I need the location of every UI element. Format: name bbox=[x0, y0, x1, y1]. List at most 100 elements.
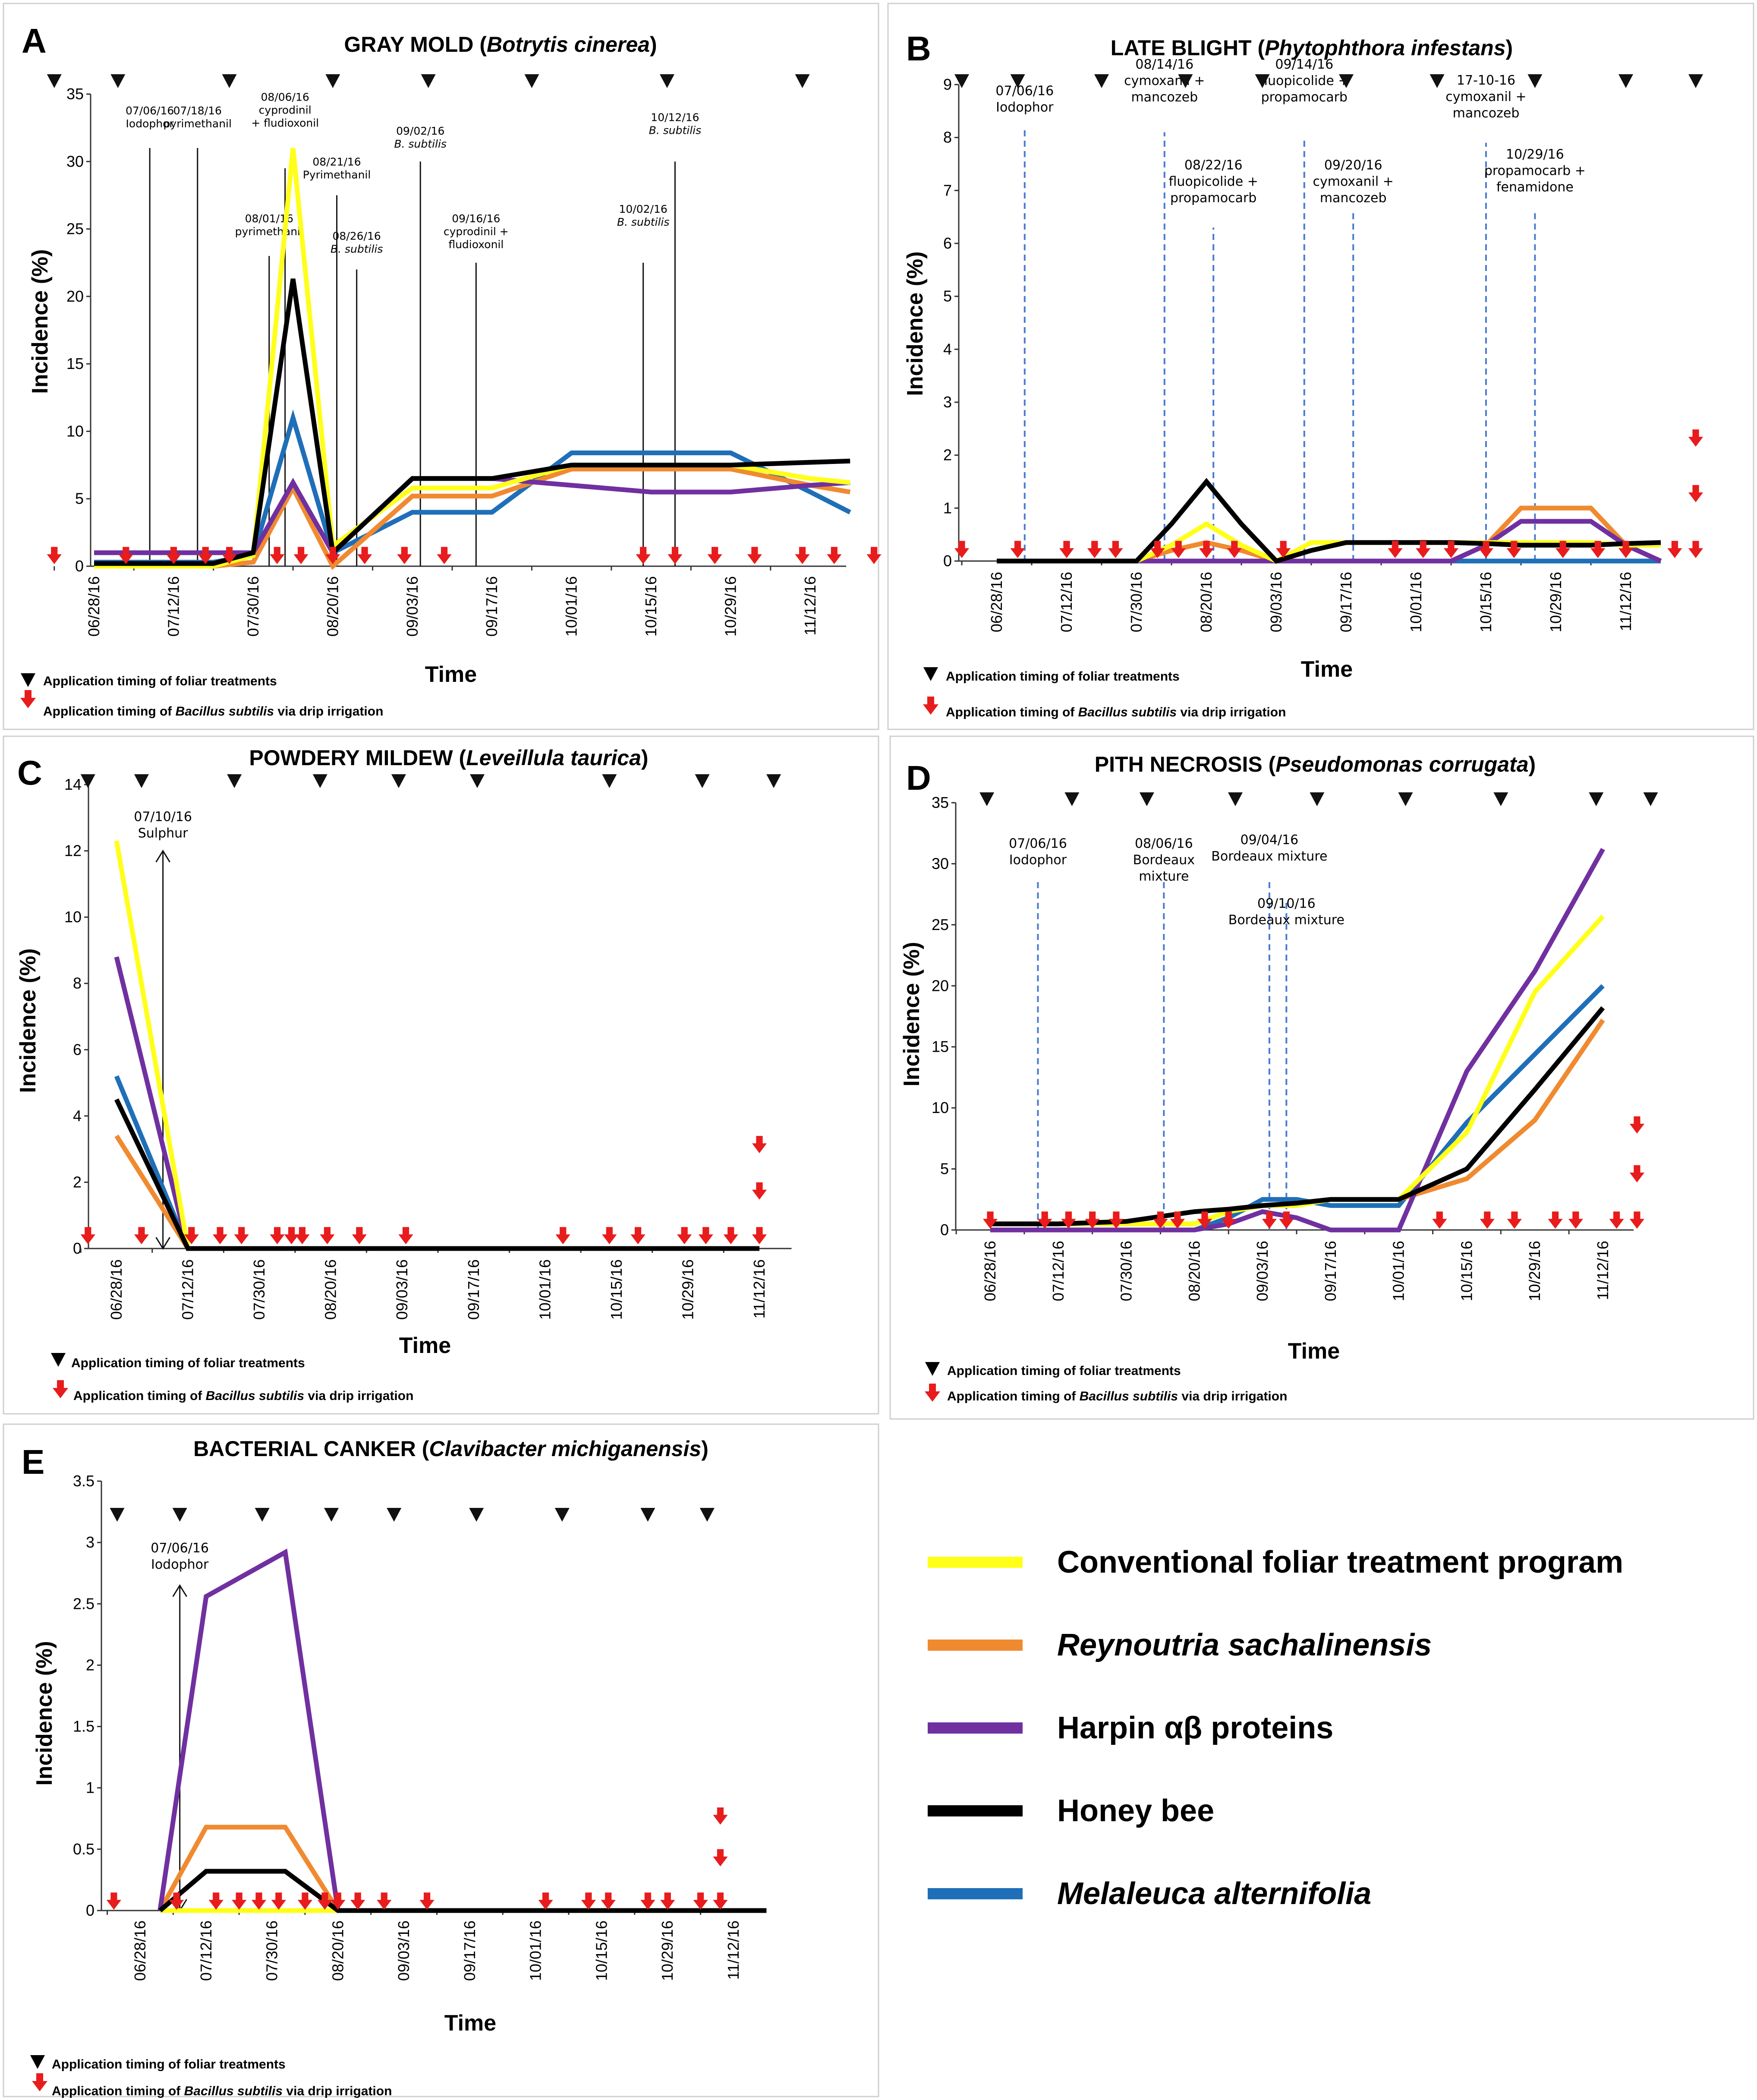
panel-d-foliar-triangle bbox=[1493, 792, 1508, 806]
panel-d-annotation-label: Bordeaux mixture bbox=[1211, 849, 1327, 864]
panel-a-ytick-label: 5 bbox=[75, 490, 84, 508]
panel-a-bs-legend-text: Application timing of Bacillus subtilis … bbox=[43, 704, 383, 719]
panel-b-xtick-label: 07/12/16 bbox=[1058, 572, 1075, 632]
panel-a-xtick-label: 07/30/16 bbox=[244, 576, 262, 637]
panel-a-xtick-label: 10/29/16 bbox=[722, 576, 740, 637]
panel-a-annotation-label: 09/16/16 bbox=[452, 212, 500, 225]
panel-a-foliar-triangle bbox=[421, 74, 436, 88]
panel-c-annotations: 07/10/16 Sulphur bbox=[134, 809, 192, 1250]
panel-d-bs-arrow bbox=[982, 1211, 998, 1229]
panel-a-series-line-honey-bee bbox=[94, 278, 850, 566]
panel-c-xtick-label: 08/20/16 bbox=[322, 1259, 340, 1320]
panel-c-foliar-triangle bbox=[312, 774, 327, 788]
panel-e-bs-arrow bbox=[331, 1892, 346, 1910]
panel-c-bs-arrow bbox=[352, 1227, 367, 1245]
panel-b-bs-arrow bbox=[954, 541, 970, 558]
panel-a-plot: 0 5 10 15 20 25 30 35 06/28/16 07/12/16 07/30/16 08… bbox=[47, 74, 905, 637]
panel-c-bs-legend-arrow bbox=[53, 1380, 68, 1398]
panel-a-foliar-triangle bbox=[325, 74, 340, 88]
panel-d-xtick-label: 07/30/16 bbox=[1118, 1241, 1135, 1301]
panel-c-bs-arrow bbox=[320, 1227, 335, 1245]
panel-b-ytick-label: 4 bbox=[943, 340, 952, 358]
panel-b-xtick-label: 09/03/16 bbox=[1267, 572, 1285, 632]
panel-e-ytick-label: 2.5 bbox=[73, 1595, 94, 1612]
panel-e-foliar-legend-text: Application timing of foliar treatments bbox=[52, 2057, 286, 2072]
panel-c-bs-arrow bbox=[752, 1182, 767, 1200]
panel-e-foliar-triangle bbox=[110, 1508, 125, 1522]
panel-b-annotation-label: propamocarb bbox=[1170, 190, 1256, 205]
panel-d-xtick-label: 06/28/16 bbox=[981, 1241, 999, 1301]
panel-e-bs-arrow bbox=[640, 1892, 655, 1910]
panel-b-foliar-triangle bbox=[1339, 74, 1354, 88]
panel-c-bs-arrow bbox=[555, 1227, 570, 1245]
panel-e-ylabel: Incidence (%) bbox=[32, 1641, 57, 1785]
panel-c-foliar-triangle bbox=[695, 774, 710, 788]
panel-c-foliar-triangle bbox=[134, 774, 149, 788]
panel-e-ytick-label: 0 bbox=[86, 1901, 94, 1919]
panel-e-ytick-label: 3 bbox=[86, 1533, 94, 1551]
panel-a-foliar-triangle bbox=[795, 74, 810, 88]
panel-a-annotation-label: 10/02/16 bbox=[619, 203, 668, 215]
panel-a-annotation-label: B. subtilis bbox=[617, 216, 669, 228]
panel-b-bs-arrow bbox=[1618, 541, 1634, 558]
panel-e-xtick-label: 07/30/16 bbox=[263, 1920, 281, 1981]
panel-a-bs-arrow bbox=[166, 547, 181, 564]
panel-b-xtick-label: 06/28/16 bbox=[988, 572, 1005, 632]
panel-d-foliar-triangle bbox=[1589, 792, 1604, 806]
panel-d-title: PITH NECROSIS (Pseudomonas corrugata) bbox=[1095, 752, 1536, 776]
panel-a-bs-arrow bbox=[270, 547, 285, 564]
panel-d-annotation-label: 07/06/16 bbox=[1009, 836, 1067, 851]
series-legend: Conventional foliar treatment program Rey… bbox=[928, 1545, 1623, 1911]
panel-b-foliar-triangle bbox=[1430, 74, 1445, 88]
panel-c-marker-legend: Application timing of foliar treatments … bbox=[51, 1353, 413, 1403]
panel-c-foliar-triangle bbox=[227, 774, 242, 788]
panel-a-bs-arrow bbox=[397, 547, 412, 564]
panel-b-annotation-label: cymoxanil + bbox=[1445, 89, 1526, 104]
panel-e-xtick-label: 11/12/16 bbox=[724, 1920, 742, 1980]
panel-b-annotation-label: Iodophor bbox=[996, 100, 1054, 115]
panel-a-letter: A bbox=[22, 22, 47, 60]
panel-c-bs-arrow bbox=[212, 1227, 228, 1245]
panel-c-title: POWDERY MILDEW (Leveillula taurica) bbox=[249, 746, 648, 770]
panel-b-ytick-label: 6 bbox=[943, 234, 952, 252]
panel-b-xlabel: Time bbox=[1301, 657, 1353, 682]
panel-e-bs-arrow bbox=[538, 1892, 553, 1910]
panel-d-bs-arrow bbox=[1279, 1211, 1294, 1229]
panel-a-annotation-label: 08/21/16 bbox=[312, 156, 361, 168]
panel-a-foliar-legend-text: Application timing of foliar treatments bbox=[43, 674, 277, 688]
panel-e-foliar-triangle bbox=[469, 1508, 484, 1522]
panel-a-foliar-triangle bbox=[222, 74, 237, 88]
panel-b-bs-arrow bbox=[1443, 541, 1459, 558]
panel-d: D PITH NECROSIS (Pseudomonas corrugata) … bbox=[889, 735, 1754, 1420]
panel-e-bs-arrow bbox=[377, 1892, 392, 1910]
panel-b-foliar-markers bbox=[954, 74, 1703, 88]
panel-c-bs-arrow bbox=[723, 1227, 738, 1245]
panel-b-annotation-label: propamocarb bbox=[1261, 90, 1348, 105]
panel-b-annotation-label: fenamidone bbox=[1496, 180, 1574, 195]
panel-b-xtick-label: 09/17/16 bbox=[1337, 572, 1355, 632]
panel-a-foliar-triangle bbox=[47, 74, 62, 88]
panel-a-annotation-label: 09/02/16 bbox=[396, 125, 444, 137]
panel-e-ytick-label: 0.5 bbox=[73, 1840, 94, 1858]
legend-label-0: Conventional foliar treatment program bbox=[1057, 1545, 1623, 1580]
legend-label-4: Melaleuca alternifolia bbox=[1057, 1876, 1371, 1911]
panel-c-xtick-label: 10/15/16 bbox=[608, 1259, 625, 1320]
panel-c-xtick-label: 10/29/16 bbox=[679, 1259, 696, 1320]
panel-d-annotation-label: 08/06/16 bbox=[1135, 836, 1193, 851]
panel-d-ytick-label: 15 bbox=[932, 1038, 949, 1056]
panel-c-ylabel: Incidence (%) bbox=[16, 948, 41, 1093]
panel-c-ytick-label: 2 bbox=[73, 1173, 82, 1191]
panel-e-foliar-triangle bbox=[324, 1508, 339, 1522]
panel-d-ytick-label: 5 bbox=[940, 1160, 949, 1178]
panel-b-foliar-triangle bbox=[954, 74, 969, 88]
panel-d-bs-arrow bbox=[1108, 1211, 1124, 1229]
panel-a-annotation-label: 07/18/16 bbox=[173, 104, 222, 117]
panel-c-series-line-honey-bee bbox=[114, 1098, 759, 1251]
panel-e-ytick-label: 1 bbox=[86, 1779, 94, 1797]
panel-b-foliar-triangle bbox=[1255, 74, 1270, 88]
panel-d-bs-arrow bbox=[1548, 1211, 1563, 1229]
panel-d-bs-arrow bbox=[1629, 1211, 1644, 1229]
panel-b-bs-arrow bbox=[1227, 541, 1242, 558]
